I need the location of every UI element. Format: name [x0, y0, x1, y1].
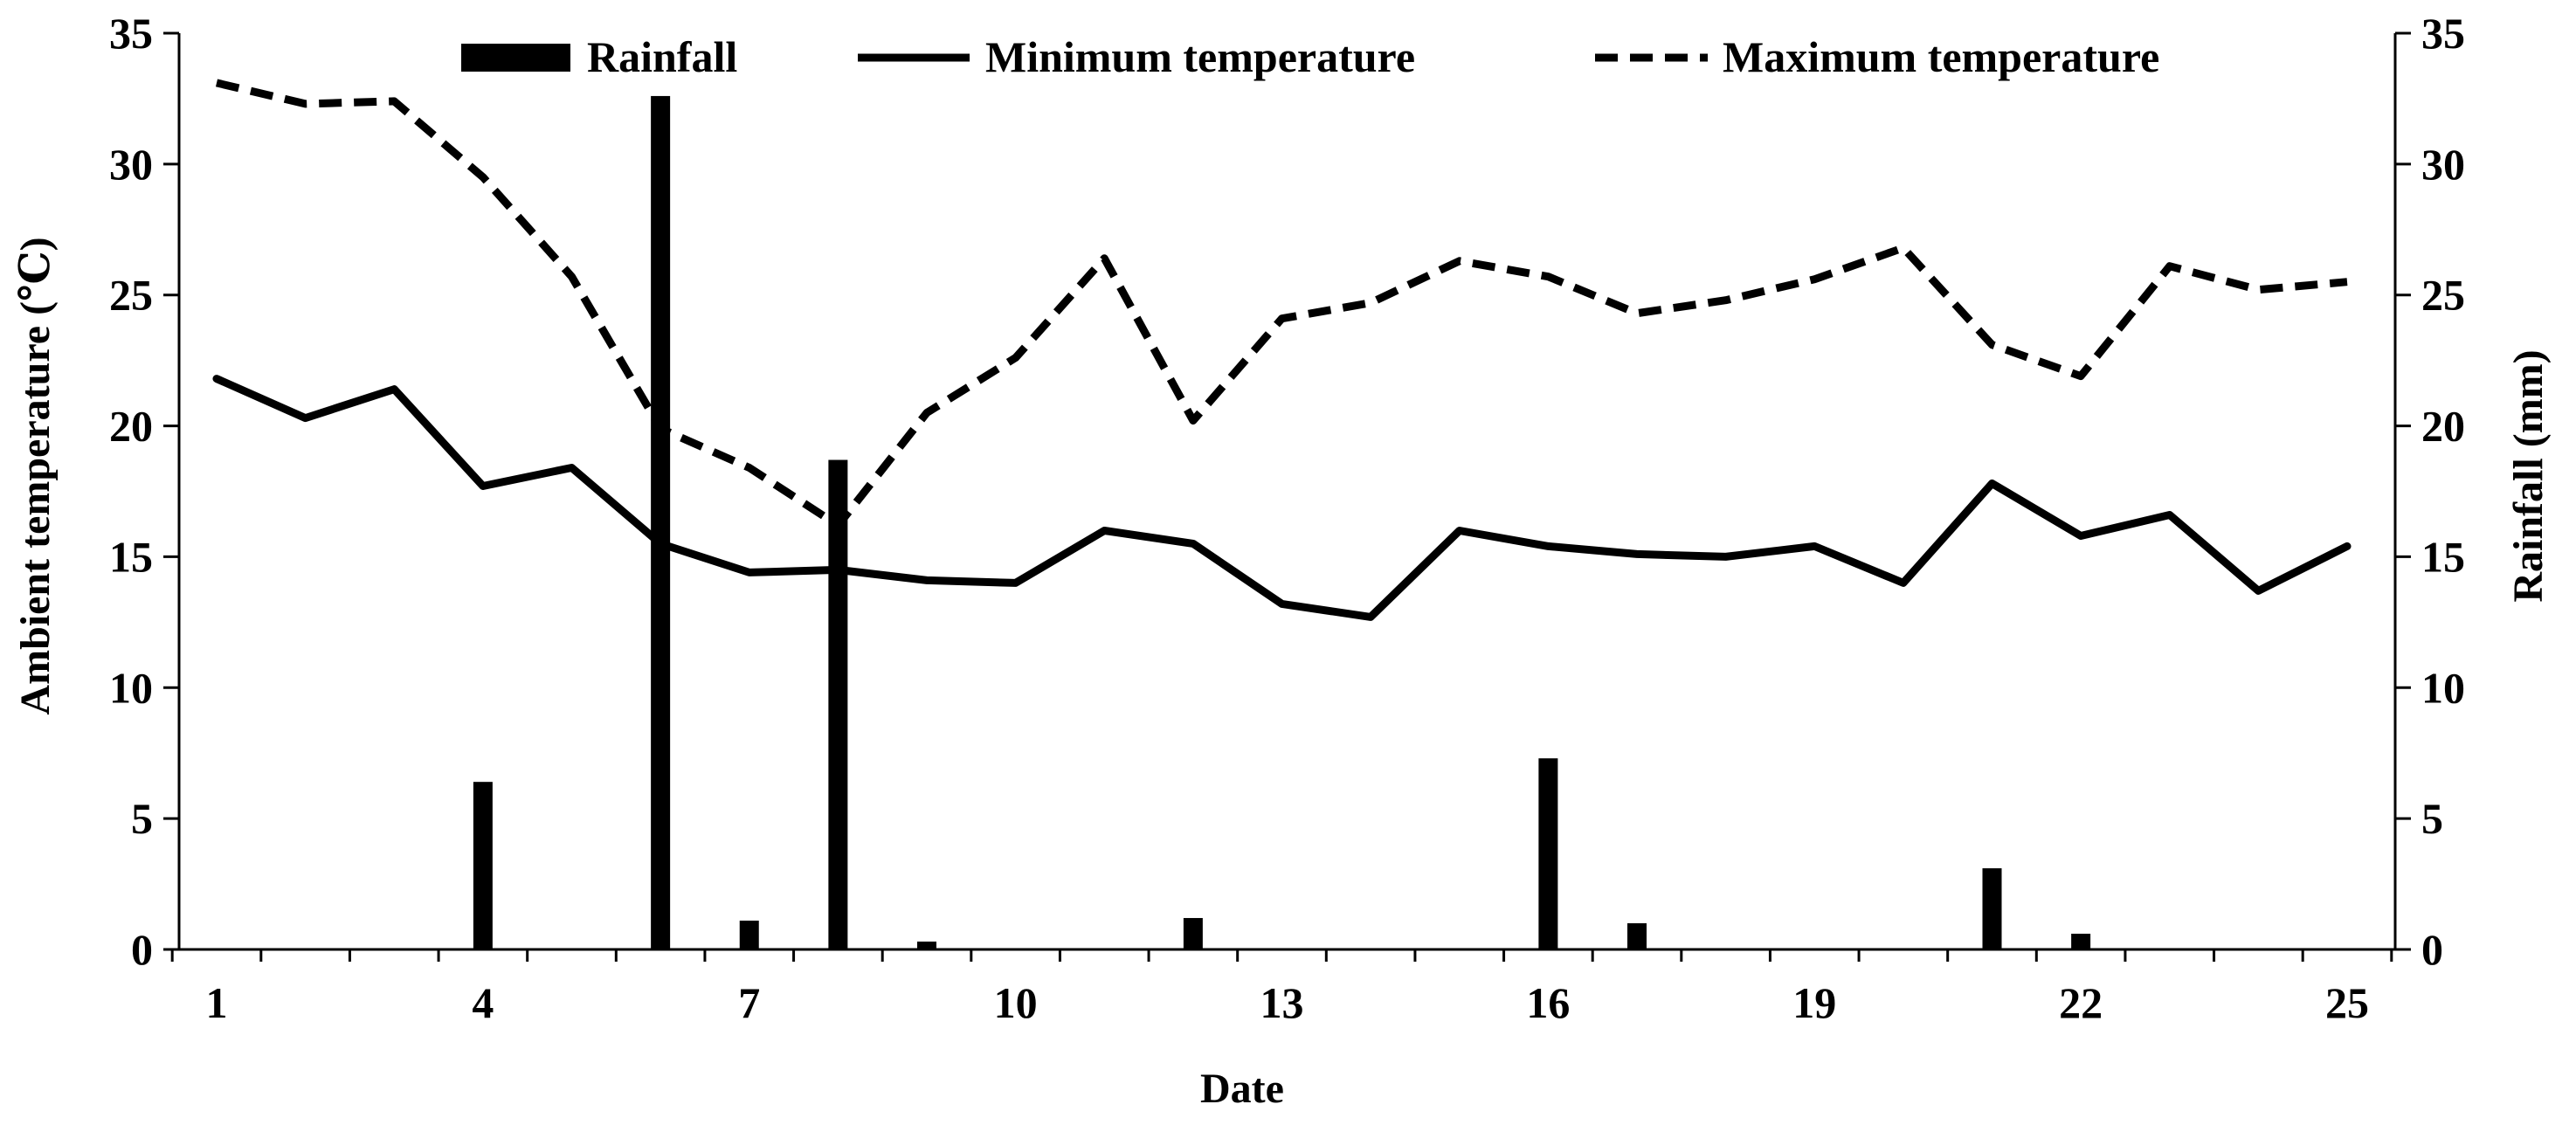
x-tick-label: 13 [1260, 978, 1304, 1027]
rainfall-bars [473, 95, 2091, 950]
x-axis-title: Date [1200, 1066, 1284, 1112]
y-right-tick-label: 0 [2421, 925, 2443, 974]
y-left-tick-label: 25 [109, 271, 153, 320]
y-right-tick-label: 35 [2421, 9, 2465, 58]
y-axis-right-title: Rainfall (mm) [2505, 349, 2552, 602]
y-left-tick-label: 15 [109, 532, 153, 581]
legend-max-temp-label: Maximum temperature [1723, 32, 2159, 81]
x-tick-label: 16 [1526, 978, 1570, 1027]
y-right-tick-label: 30 [2421, 140, 2465, 189]
rainfall-bar [1183, 918, 1203, 949]
x-tick-label: 22 [2059, 978, 2103, 1027]
legend-rainfall-label: Rainfall [587, 32, 737, 81]
legend: Rainfall Minimum temperature Maximum tem… [461, 32, 2159, 81]
x-tick-label: 4 [472, 978, 494, 1027]
y-right-tick-label: 20 [2421, 402, 2465, 451]
min-temperature-line [212, 375, 2352, 621]
y-left-tick-label: 35 [109, 9, 153, 58]
rainfall-bar [828, 459, 848, 949]
x-tick-label: 19 [1792, 978, 1836, 1027]
rainfall-bar [917, 942, 936, 949]
y-axis-left-title: Ambient temperature (℃) [12, 237, 59, 714]
rainfall-bar [1627, 923, 1647, 949]
x-tick-label: 7 [738, 978, 760, 1027]
y-left-tick-label: 30 [109, 140, 153, 189]
rainfall-bar [739, 921, 759, 949]
temperature-lines [212, 79, 2352, 621]
y-right-tick-label: 25 [2421, 271, 2465, 320]
x-tick-label: 10 [994, 978, 1038, 1027]
legend-min-temp-label: Minimum temperature [985, 32, 1415, 81]
rainfall-bar [473, 782, 493, 949]
x-tick-label: 25 [2325, 978, 2369, 1027]
y-right-tick-label: 15 [2421, 532, 2465, 581]
y-left-tick-label: 10 [109, 663, 153, 712]
y-right-tick-label: 5 [2421, 794, 2443, 843]
rainfall-bar [2071, 934, 2091, 949]
y-right-tick-label: 10 [2421, 663, 2465, 712]
tick-labels: 0 0 5 5 10 10 15 15 20 20 25 25 30 30 35 35 1 4 7 10 13 16 19 2… [109, 9, 2465, 1027]
legend-rainfall-swatch [461, 44, 570, 72]
max-temperature-line [215, 79, 2348, 529]
rainfall-bar [1982, 868, 2002, 949]
y-left-tick-label: 20 [109, 402, 153, 451]
rainfall-bar [651, 95, 671, 950]
y-left-tick-label: 5 [131, 794, 153, 843]
axes [163, 31, 2411, 962]
x-tick-label: 1 [206, 978, 228, 1027]
y-left-tick-label: 0 [131, 925, 153, 974]
rainfall-bar [1538, 758, 1558, 949]
